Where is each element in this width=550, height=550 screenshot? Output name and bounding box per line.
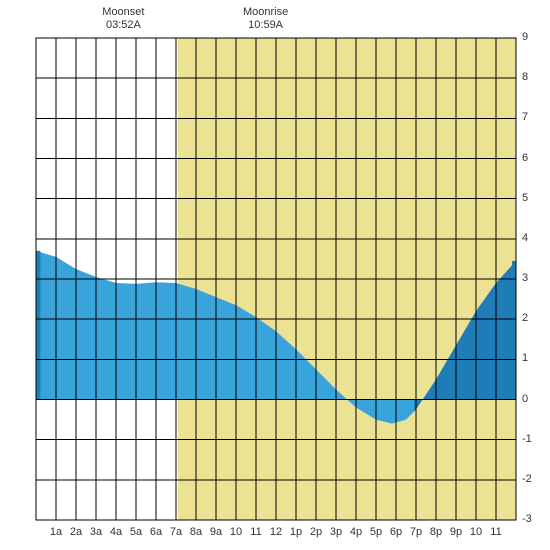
x-tick-label: 5a [130,526,142,538]
chart-svg [0,0,550,550]
x-tick-label: 5p [370,526,382,538]
x-tick-label: 9p [450,526,462,538]
x-tick-label: 11 [250,526,261,538]
x-tick-label: 9a [210,526,222,538]
y-tick-label: 9 [522,31,528,43]
y-tick-label: -1 [522,433,532,445]
tide-chart: -3-2-101234567891a2a3a4a5a6a7a8a9a101112… [0,0,550,550]
x-tick-label: 8p [430,526,442,538]
y-tick-label: 1 [522,352,528,364]
x-tick-label: 10 [470,526,482,538]
y-tick-label: -2 [522,473,532,485]
y-tick-label: 7 [522,111,528,123]
y-tick-label: 0 [522,393,528,405]
x-tick-label: 2p [310,526,322,538]
x-tick-label: 2a [70,526,82,538]
y-tick-label: -3 [522,513,532,525]
x-tick-label: 10 [230,526,242,538]
x-tick-label: 11 [490,526,501,538]
x-tick-label: 3a [90,526,102,538]
x-tick-label: 12 [270,526,282,538]
y-tick-label: 5 [522,192,528,204]
moon-annotation: Moonrise 10:59A [226,6,306,32]
y-tick-label: 8 [522,71,528,83]
x-tick-label: 4a [110,526,122,538]
moon-annotation: Moonset 03:52A [83,6,163,32]
x-tick-label: 3p [330,526,342,538]
x-tick-label: 1a [50,526,62,538]
edge-bar-right [512,261,516,400]
y-tick-label: 6 [522,152,528,164]
edge-bar-left [36,251,40,400]
x-tick-label: 6a [150,526,162,538]
x-tick-label: 4p [350,526,362,538]
x-tick-label: 6p [390,526,402,538]
y-tick-label: 4 [522,232,528,244]
x-tick-label: 7p [410,526,422,538]
y-tick-label: 3 [522,272,528,284]
x-tick-label: 1p [290,526,302,538]
y-tick-label: 2 [522,312,528,324]
x-tick-label: 8a [190,526,202,538]
x-tick-label: 7a [170,526,182,538]
